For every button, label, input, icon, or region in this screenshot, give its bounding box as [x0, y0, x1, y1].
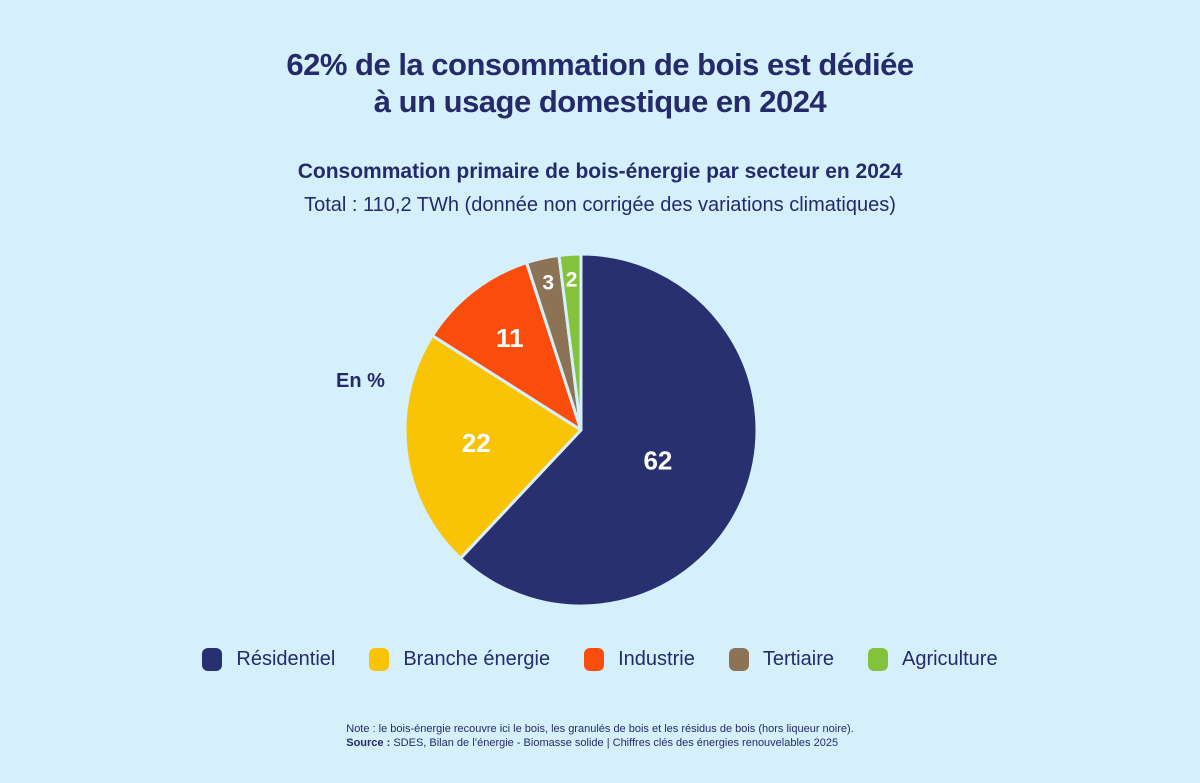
- pie-slice-branche-energie: [403, 334, 583, 560]
- legend-label-agriculture: Agriculture: [901, 648, 998, 670]
- page-title-line1: 62% de la consommation de bois est dédié…: [286, 47, 914, 82]
- source-label: Source :: [346, 737, 391, 749]
- legend-swatch-agriculture: [867, 648, 888, 671]
- pie-value-label-residentiel: 62: [643, 446, 672, 476]
- page-title: 62% de la consommation de bois est dédié…: [0, 46, 1200, 120]
- legend-item-branche-energie: Branche énergie: [369, 648, 550, 671]
- pie-slice-agriculture: [557, 252, 583, 432]
- chart-title: Consommation primaire de bois-énergie pa…: [297, 160, 903, 183]
- legend-item-industrie: Industrie: [584, 648, 695, 671]
- legend-label-tertiaire: Tertiaire: [762, 648, 834, 670]
- pie-value-label-tertiaire: 3: [542, 272, 554, 295]
- pie-slice-industrie: [430, 261, 583, 432]
- legend-swatch-residentiel: [202, 648, 223, 671]
- pie-slice-residentiel: [459, 252, 759, 608]
- pie-value-label-industrie: 11: [496, 323, 524, 353]
- note-line: Note : le bois-énergie recouvre ici le b…: [346, 723, 854, 735]
- legend-label-residentiel: Résidentiel: [236, 648, 336, 670]
- legend-swatch-industrie: [584, 648, 605, 671]
- chart-total-label: Total : 110,2 TWh (donnée non corrigée d…: [304, 194, 896, 216]
- legend-item-agriculture: Agriculture: [867, 648, 998, 671]
- legend-label-industrie: Industrie: [618, 648, 695, 670]
- pie-value-label-agriculture: 2: [566, 268, 578, 291]
- legend-label-branche-energie: Branche énergie: [403, 648, 551, 670]
- unit-label: En %: [336, 370, 385, 392]
- legend-swatch-tertiaire: [728, 648, 749, 671]
- legend-item-residentiel: Résidentiel: [202, 648, 335, 671]
- source-line: Source : SDES, Bilan de l’énergie - Biom…: [346, 736, 853, 750]
- pie-value-label-branche-energie: 22: [462, 428, 491, 458]
- chart-legend: Résidentiel Branche énergie Industrie Terti…: [0, 648, 1200, 671]
- footnotes: Note : le bois-énergie recouvre ici le b…: [0, 722, 1200, 751]
- legend-item-tertiaire: Tertiaire: [728, 648, 834, 671]
- legend-swatch-branche-energie: [369, 648, 390, 671]
- source-text: SDES, Bilan de l’énergie - Biomasse soli…: [393, 737, 839, 749]
- page-title-line2: à un usage domestique en 2024: [373, 84, 827, 119]
